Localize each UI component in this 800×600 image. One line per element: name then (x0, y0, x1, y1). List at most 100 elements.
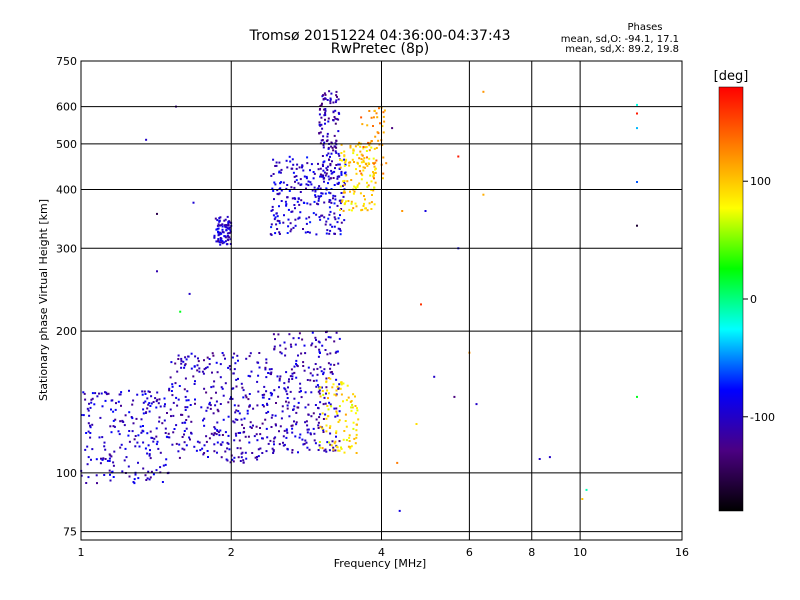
data-point (324, 97, 327, 100)
data-point (229, 226, 232, 229)
data-point (221, 230, 224, 233)
data-point (232, 372, 235, 375)
data-point (244, 451, 247, 454)
data-point (184, 356, 187, 359)
data-point (208, 401, 211, 404)
data-point (98, 436, 101, 439)
data-point (89, 406, 92, 409)
data-point (352, 393, 355, 396)
data-point (209, 404, 212, 407)
data-point (193, 365, 196, 368)
data-point (225, 226, 228, 229)
data-point (337, 98, 340, 101)
data-point (209, 407, 212, 410)
data-point (360, 161, 363, 164)
data-point (189, 438, 191, 441)
data-point (317, 203, 320, 206)
data-point (548, 456, 551, 459)
data-point (169, 408, 172, 411)
data-point (250, 427, 253, 429)
data-point (308, 448, 311, 451)
data-point (229, 397, 232, 400)
data-point (321, 175, 323, 178)
data-point (217, 234, 220, 237)
scatter-points (80, 90, 638, 512)
data-point (148, 478, 151, 481)
data-point (276, 219, 279, 222)
data-point (212, 434, 215, 437)
data-point (334, 150, 337, 153)
data-point (306, 379, 309, 381)
data-point (139, 425, 142, 428)
data-point (317, 168, 320, 171)
data-point (361, 174, 364, 177)
data-point (295, 359, 298, 362)
data-point (185, 427, 188, 430)
data-point (313, 172, 316, 175)
data-point (152, 401, 155, 403)
data-point (338, 410, 341, 413)
data-point (217, 410, 220, 413)
y-tick-label: 300 (56, 242, 77, 255)
data-point (370, 146, 373, 149)
data-point (85, 432, 88, 434)
data-point (372, 173, 375, 176)
data-point (337, 362, 340, 365)
data-point (344, 160, 347, 163)
data-point (340, 172, 343, 174)
data-point (269, 439, 272, 442)
data-point (316, 373, 319, 376)
data-point (356, 423, 358, 426)
data-point (324, 93, 327, 96)
data-point (329, 164, 332, 167)
data-point (344, 202, 346, 205)
data-point (101, 405, 104, 408)
data-point (307, 413, 310, 416)
data-point (227, 235, 230, 238)
data-point (173, 428, 176, 430)
data-point (309, 433, 312, 436)
data-point (277, 333, 280, 336)
data-point (229, 229, 232, 232)
data-point (322, 146, 325, 149)
data-point (320, 123, 323, 126)
data-point (246, 412, 249, 415)
data-point (324, 112, 327, 114)
data-point (214, 427, 217, 430)
data-point (146, 452, 149, 455)
data-point (202, 372, 205, 375)
data-point (230, 454, 233, 457)
data-point (383, 109, 386, 112)
data-point (103, 474, 106, 476)
data-point (218, 217, 221, 220)
data-point (332, 383, 335, 386)
data-point (283, 382, 286, 385)
data-point (184, 395, 187, 398)
data-point (224, 236, 227, 239)
data-point (382, 115, 385, 118)
data-point (91, 448, 94, 451)
data-point (326, 229, 329, 232)
data-point (457, 155, 460, 158)
data-point (293, 405, 296, 408)
data-point (348, 436, 351, 439)
data-point (297, 182, 300, 185)
data-point (339, 185, 342, 188)
data-point (340, 208, 343, 210)
data-point (288, 333, 291, 336)
data-point (318, 185, 321, 188)
data-point (201, 370, 204, 373)
data-point (290, 167, 293, 170)
data-point (229, 238, 232, 241)
data-point (286, 397, 289, 399)
data-point (370, 116, 373, 119)
data-point (291, 210, 294, 213)
colorbar-ticks: 100 0 -100 (743, 175, 775, 424)
data-point (171, 443, 174, 446)
data-point (294, 207, 296, 210)
data-point (316, 367, 319, 370)
data-point (338, 449, 341, 452)
data-point (225, 243, 228, 246)
data-point (329, 100, 332, 102)
data-point (271, 414, 274, 417)
